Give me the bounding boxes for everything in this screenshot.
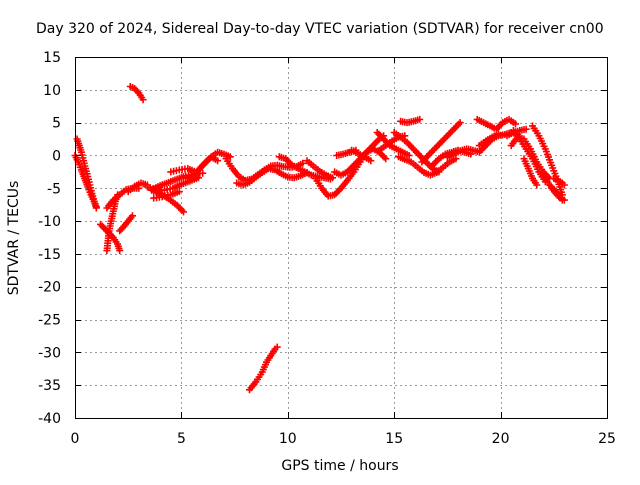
y-tick-label: -40 — [38, 411, 61, 427]
data-point — [560, 196, 568, 204]
data-point — [129, 212, 136, 220]
data-point — [560, 181, 568, 189]
data-point — [199, 169, 207, 177]
data-point — [522, 125, 530, 133]
y-tick-label: -25 — [38, 313, 61, 329]
x-tick-label: 0 — [71, 431, 80, 447]
x-tick-label: 25 — [598, 431, 616, 447]
y-tick-label: 5 — [52, 116, 61, 132]
y-tick-label: -35 — [38, 378, 61, 394]
data-point — [180, 208, 187, 216]
x-tick-label: 20 — [492, 431, 510, 447]
y-tick-label: 15 — [43, 50, 61, 66]
data-points — [71, 83, 568, 394]
chart-title: Day 320 of 2024, Sidereal Day-to-day VTE… — [36, 21, 604, 37]
data-point — [116, 247, 124, 255]
x-tick-label: 15 — [385, 431, 403, 447]
plot-frame — [75, 57, 608, 419]
data-point — [139, 96, 147, 104]
data-point — [495, 130, 502, 138]
axis-ticks — [75, 57, 608, 419]
data-point — [382, 155, 390, 163]
y-tick-label: 0 — [52, 148, 61, 164]
x-axis-label: GPS time / hours — [281, 458, 398, 474]
data-point — [226, 153, 234, 161]
data-point — [214, 157, 222, 165]
data-point — [416, 115, 424, 123]
y-axis-label: SDTVAR / TECUs — [6, 181, 22, 296]
x-tick-label: 5 — [177, 431, 186, 447]
y-tick-label: -5 — [47, 181, 61, 197]
y-tick-label: -20 — [38, 280, 61, 296]
data-point — [367, 157, 375, 165]
y-tick-label: -10 — [38, 214, 61, 230]
y-tick-label: -15 — [38, 247, 61, 263]
data-point — [299, 159, 307, 167]
tick-labels: 0 5 10 15 20 25 15 10 5 0 -5 -10 -15 -20 -25 -30 -35 -40 — [38, 50, 616, 447]
y-tick-label: 10 — [43, 83, 61, 99]
data-point — [92, 203, 100, 211]
data-point — [175, 188, 183, 196]
data-point — [512, 120, 519, 128]
data-point — [133, 88, 141, 96]
data-point — [533, 181, 541, 189]
data-point — [329, 174, 336, 182]
data-point — [194, 174, 202, 182]
data-point — [273, 343, 281, 351]
x-tick-label: 10 — [279, 431, 297, 447]
data-point — [456, 119, 464, 127]
y-tick-label: -30 — [38, 345, 61, 361]
